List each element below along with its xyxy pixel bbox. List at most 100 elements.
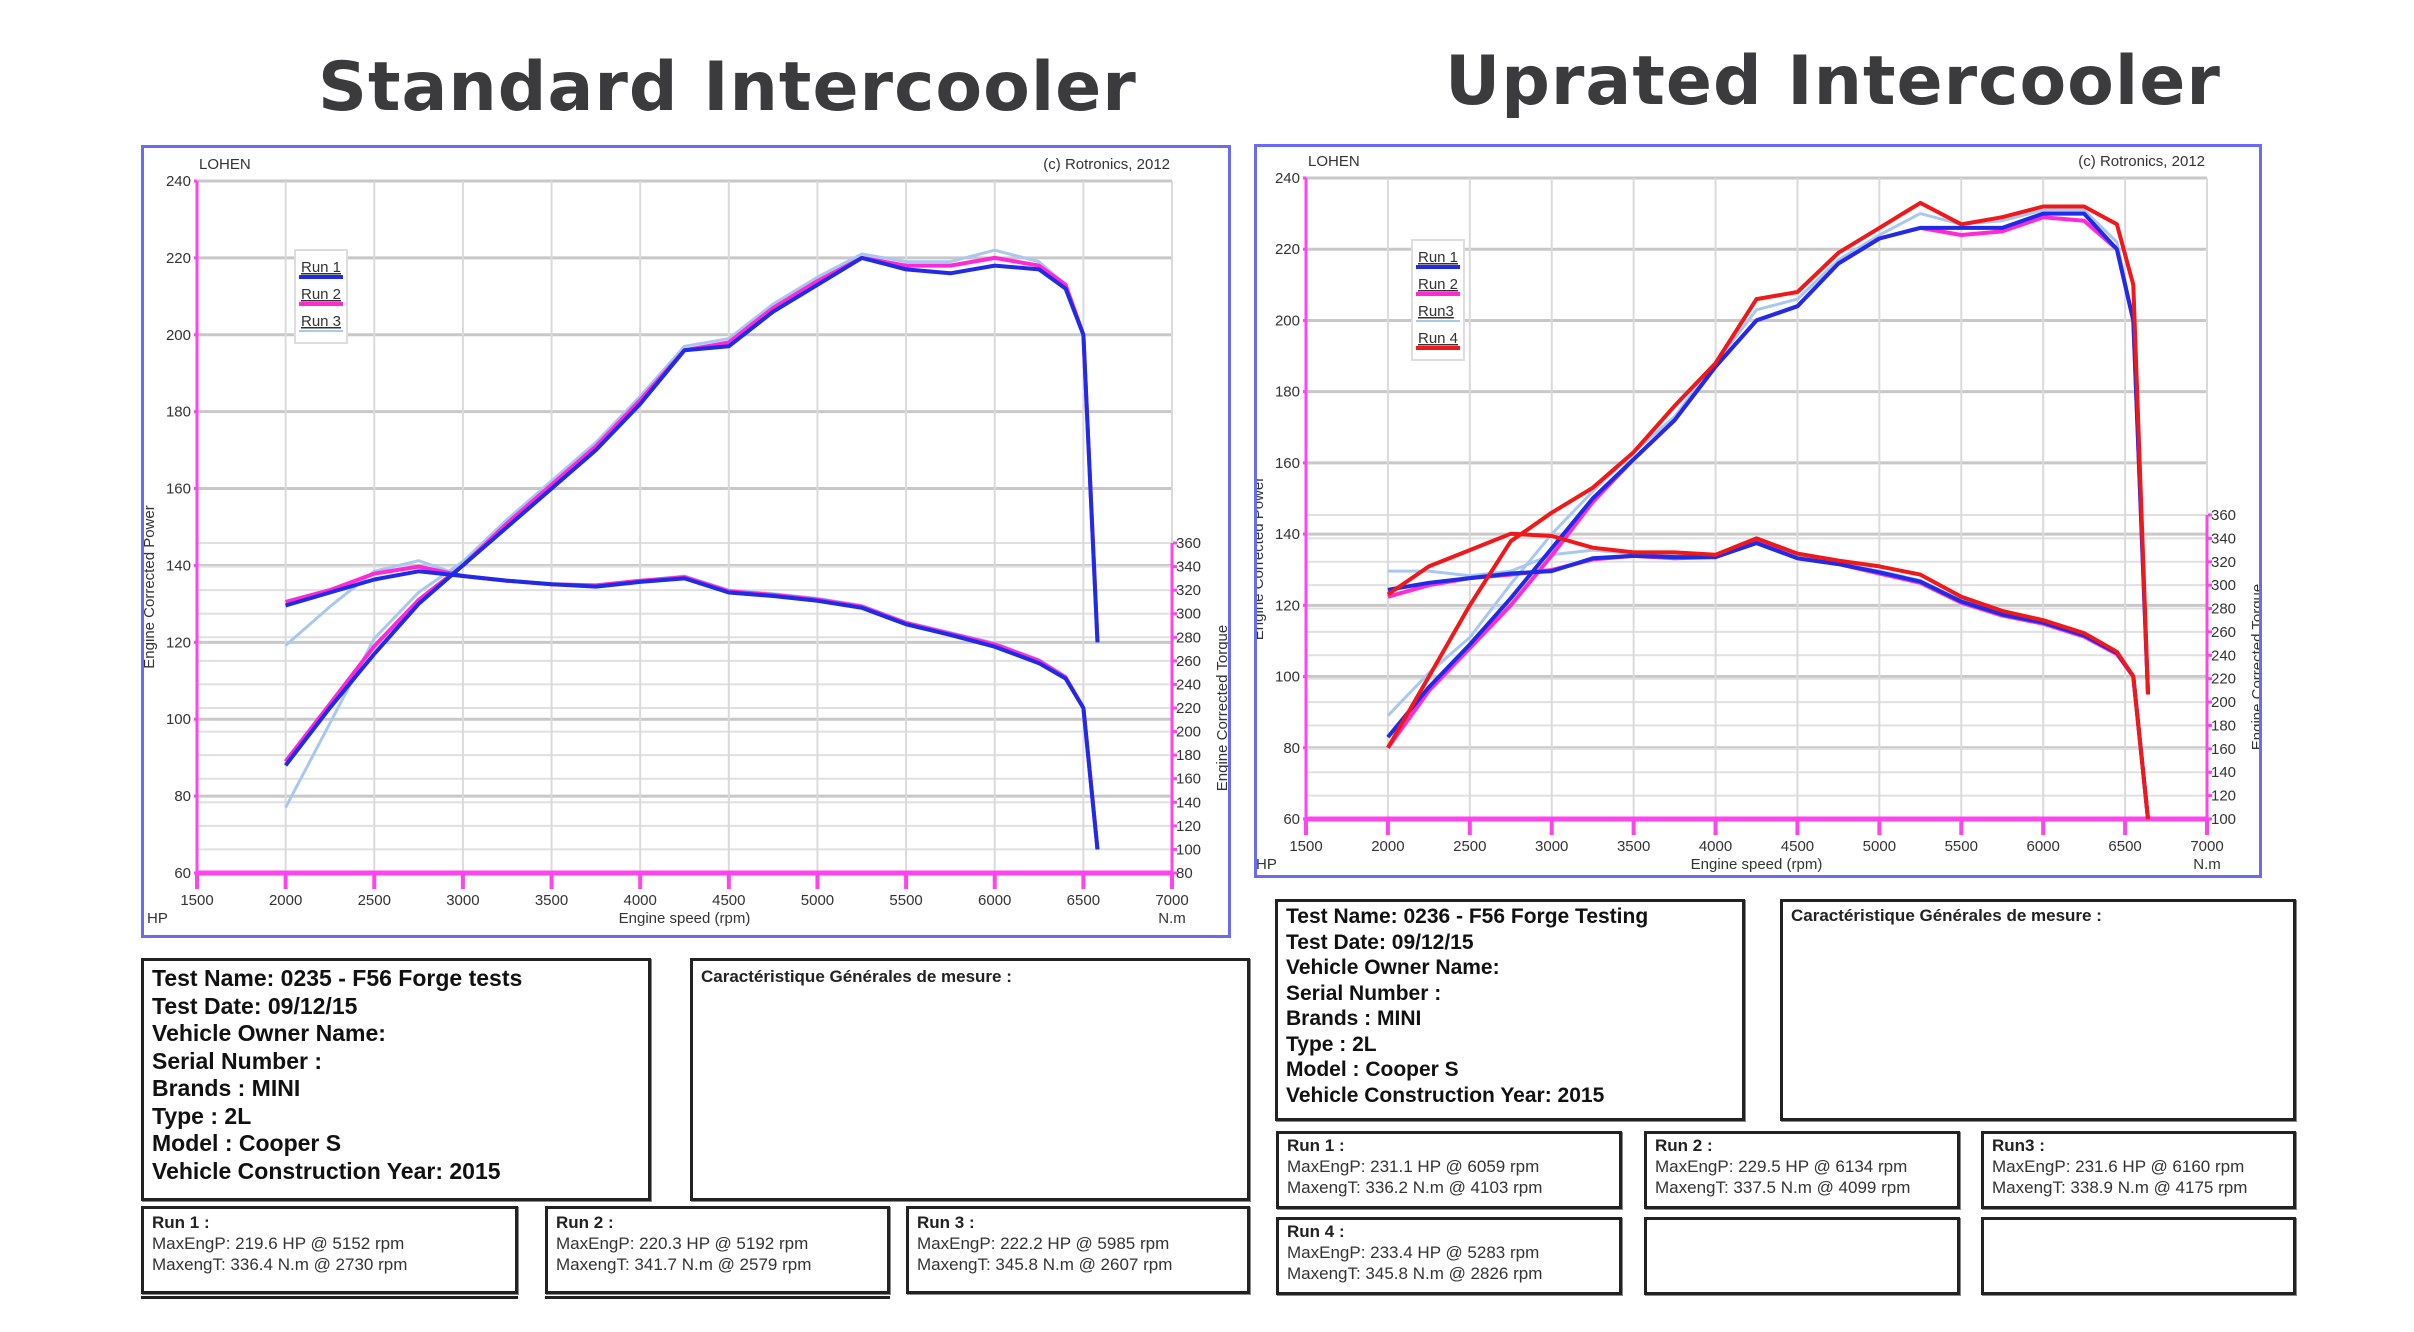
svg-text:320: 320 bbox=[1176, 582, 1201, 599]
svg-text:200: 200 bbox=[1275, 312, 1300, 329]
run-max-power: MaxEngP: 231.1 HP @ 6059 rpm bbox=[1287, 1157, 1540, 1176]
divider bbox=[141, 1296, 518, 1303]
x-axis-label: Engine speed (rpm) bbox=[1691, 856, 1823, 873]
run-max-torque: MaxengT: 345.8 N.m @ 2607 rpm bbox=[917, 1255, 1173, 1274]
svg-text:3000: 3000 bbox=[446, 892, 479, 909]
x-axis-label: Engine speed (rpm) bbox=[619, 910, 751, 927]
run-1-power-curve bbox=[284, 255, 1100, 767]
svg-text:120: 120 bbox=[2211, 788, 2236, 805]
svg-text:300: 300 bbox=[2211, 577, 2236, 594]
run-1-torque-curve bbox=[1387, 541, 2150, 820]
run-3-power-curve bbox=[284, 248, 1099, 809]
svg-text:160: 160 bbox=[1176, 771, 1201, 788]
svg-text:80: 80 bbox=[1176, 865, 1193, 882]
copyright-label: (c) Rotronics, 2012 bbox=[1043, 156, 1170, 173]
run-max-torque: MaxengT: 345.8 N.m @ 2826 rpm bbox=[1287, 1264, 1543, 1283]
svg-text:6500: 6500 bbox=[1067, 892, 1100, 909]
left-dyno-chart: LOHEN (c) Rotronics, 2012 60 80 100 120 140 160… bbox=[144, 156, 1228, 927]
construction-year: Vehicle Construction Year: 2015 bbox=[1286, 1083, 1605, 1107]
svg-text:2500: 2500 bbox=[1453, 838, 1486, 855]
run-title: Run 2 : bbox=[556, 1213, 614, 1232]
svg-text:200: 200 bbox=[166, 327, 191, 344]
run-title: Run 2 : bbox=[1655, 1136, 1713, 1155]
run-max-power: MaxEngP: 229.5 HP @ 6134 rpm bbox=[1655, 1157, 1908, 1176]
legend-item: Run 3 bbox=[301, 313, 341, 330]
svg-text:320: 320 bbox=[2211, 554, 2236, 571]
type: Type : 2L bbox=[152, 1102, 252, 1129]
vehicle-owner: Vehicle Owner Name: bbox=[1286, 956, 1500, 979]
run-4-torque-curve bbox=[1386, 531, 2150, 820]
run-title: Run 3 : bbox=[917, 1213, 975, 1232]
run-max-torque: MaxengT: 338.9 N.m @ 4175 rpm bbox=[1992, 1178, 2248, 1197]
left-vehicle-info-box: Test Name: 0235 - F56 Forge tests Test D… bbox=[141, 958, 651, 1201]
svg-text:180: 180 bbox=[166, 404, 191, 421]
run-max-power: MaxEngP: 233.4 HP @ 5283 rpm bbox=[1287, 1243, 1540, 1262]
left-run-2-box: Run 2 : MaxEngP: 220.3 HP @ 5192 rpm Max… bbox=[545, 1206, 890, 1294]
svg-text:100: 100 bbox=[1275, 669, 1300, 686]
svg-text:360: 360 bbox=[2211, 507, 2236, 524]
y2-axis-label: Engine Corrected Torque bbox=[2249, 584, 2259, 751]
serial-number: Serial Number : bbox=[152, 1047, 322, 1074]
svg-text:120: 120 bbox=[166, 634, 191, 651]
vehicle-owner: Vehicle Owner Name: bbox=[152, 1020, 386, 1046]
right-characteristics-box: Caractéristique Générales de mesure : bbox=[1780, 899, 2296, 1121]
svg-text:2000: 2000 bbox=[1371, 838, 1404, 855]
svg-text:300: 300 bbox=[1176, 606, 1201, 623]
svg-text:6000: 6000 bbox=[978, 892, 1011, 909]
test-name: Test Name: 0236 - F56 Forge Testing bbox=[1286, 905, 1649, 928]
characteristics-title: Caractéristique Générales de mesure : bbox=[701, 967, 1012, 986]
svg-text:340: 340 bbox=[2211, 530, 2236, 547]
copyright-label: (c) Rotronics, 2012 bbox=[2078, 153, 2205, 170]
brand: Brands : MINI bbox=[152, 1075, 301, 1101]
run-title: Run 4 : bbox=[1287, 1222, 1345, 1241]
left-run-1-box: Run 1 : MaxEngP: 219.6 HP @ 5152 rpm Max… bbox=[141, 1206, 518, 1294]
svg-text:140: 140 bbox=[1275, 526, 1300, 543]
svg-text:4000: 4000 bbox=[623, 892, 656, 909]
svg-text:60: 60 bbox=[1283, 811, 1300, 828]
legend-item: Run 1 bbox=[301, 259, 341, 276]
model: Model : Cooper S bbox=[1286, 1058, 1459, 1081]
left-run-3-box: Run 3 : MaxEngP: 222.2 HP @ 5985 rpm Max… bbox=[906, 1206, 1250, 1294]
type: Type : 2L bbox=[1286, 1032, 1377, 1056]
run-max-torque: MaxengT: 337.5 N.m @ 4099 rpm bbox=[1655, 1178, 1911, 1197]
svg-text:240: 240 bbox=[1275, 170, 1300, 187]
run-max-power: MaxEngP: 231.6 HP @ 6160 rpm bbox=[1992, 1157, 2245, 1176]
run-max-power: MaxEngP: 220.3 HP @ 5192 rpm bbox=[556, 1234, 809, 1253]
model: Model : Cooper S bbox=[152, 1130, 342, 1156]
left-unit-label: HP bbox=[1257, 856, 1277, 873]
run-title: Run 1 : bbox=[152, 1213, 210, 1232]
svg-text:180: 180 bbox=[1176, 747, 1201, 764]
test-name: Test Name: 0235 - F56 Forge tests bbox=[152, 965, 523, 991]
svg-text:3500: 3500 bbox=[1617, 838, 1650, 855]
run-1-power-curve bbox=[1386, 211, 2150, 739]
svg-text:260: 260 bbox=[1176, 653, 1201, 670]
left-unit-label: HP bbox=[147, 910, 168, 927]
svg-text:280: 280 bbox=[2211, 601, 2236, 618]
y-axis-label: Engine Corrected Power bbox=[144, 505, 158, 668]
run-max-power: MaxEngP: 222.2 HP @ 5985 rpm bbox=[917, 1234, 1170, 1253]
right-empty-box bbox=[1981, 1217, 2296, 1295]
run-2-torque-curve bbox=[1387, 539, 2150, 820]
right-run-4-box: Run 4 : MaxEngP: 233.4 HP @ 5283 rpm Max… bbox=[1276, 1217, 1622, 1295]
svg-text:200: 200 bbox=[1176, 724, 1201, 741]
characteristics-title: Caractéristique Générales de mesure : bbox=[1791, 906, 2102, 925]
svg-text:5000: 5000 bbox=[801, 892, 834, 909]
svg-text:4500: 4500 bbox=[1781, 838, 1814, 855]
run-max-torque: MaxengT: 341.7 N.m @ 2579 rpm bbox=[556, 1255, 812, 1274]
left-chart-frame: LOHEN (c) Rotronics, 2012 60 80 100 120 140 160… bbox=[141, 145, 1231, 938]
svg-text:180: 180 bbox=[2211, 717, 2236, 734]
right-run-1-box: Run 1 : MaxEngP: 231.1 HP @ 6059 rpm Max… bbox=[1276, 1131, 1622, 1209]
svg-text:220: 220 bbox=[2211, 671, 2236, 688]
svg-text:1500: 1500 bbox=[180, 892, 213, 909]
run-1-torque-curve bbox=[285, 569, 1100, 850]
legend-item: Run 4 bbox=[1418, 330, 1458, 347]
brand-label: LOHEN bbox=[199, 156, 251, 173]
svg-text:200: 200 bbox=[2211, 694, 2236, 711]
serial-number: Serial Number : bbox=[1286, 981, 1442, 1005]
svg-text:220: 220 bbox=[166, 250, 191, 267]
svg-text:240: 240 bbox=[1176, 676, 1201, 693]
legend-item: Run3 bbox=[1418, 303, 1454, 320]
y-axis-label: Engine Corrected Power bbox=[1257, 477, 1267, 640]
run-4-power-curve bbox=[1386, 200, 2150, 749]
svg-text:260: 260 bbox=[2211, 624, 2236, 641]
